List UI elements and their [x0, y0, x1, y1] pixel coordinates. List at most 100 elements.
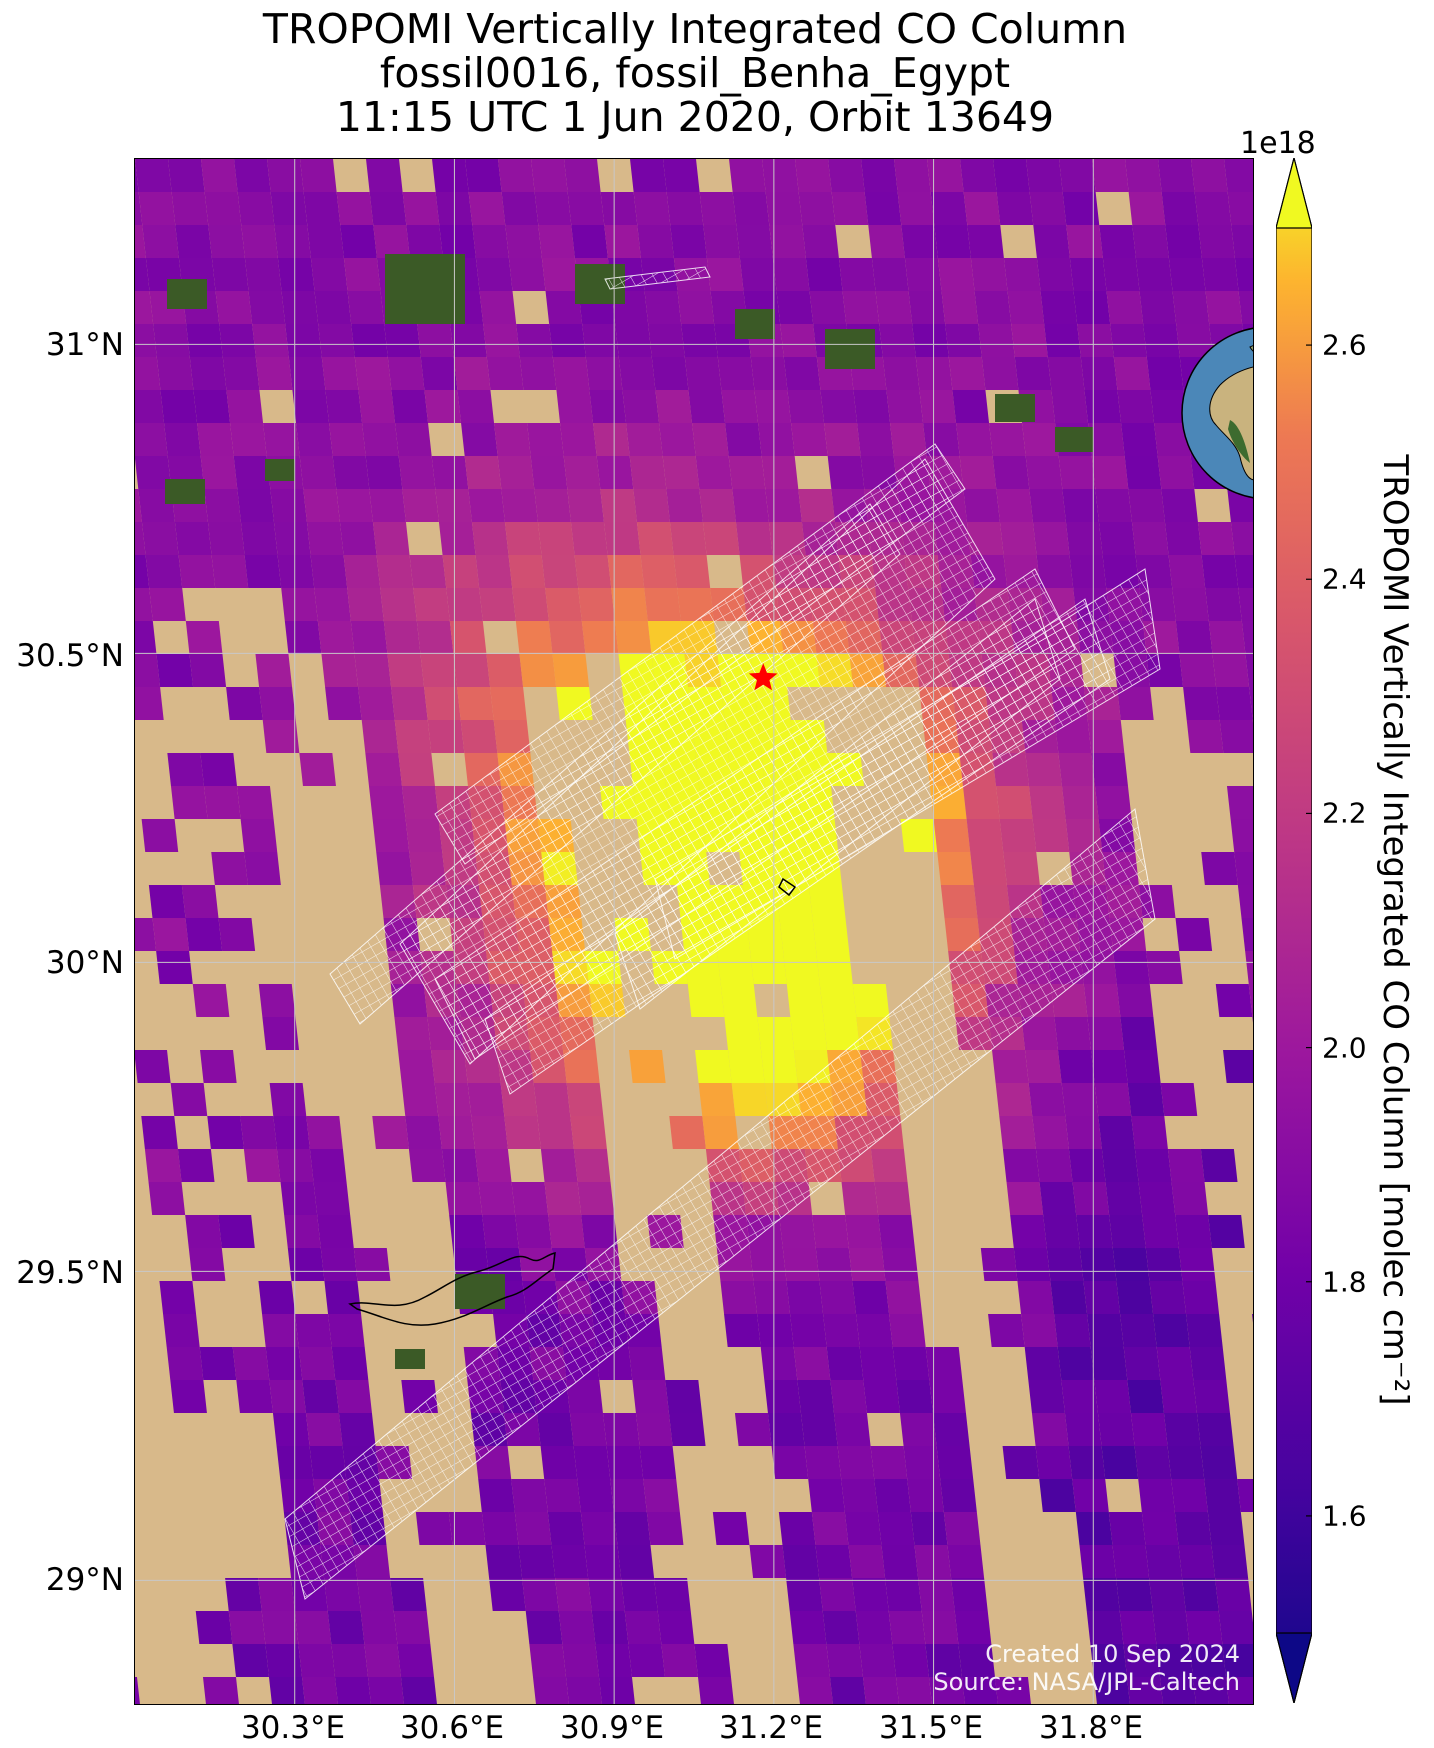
lon-tick-label: 30.6°E: [399, 1710, 505, 1746]
co-pixel: [1237, 885, 1253, 918]
co-pixel: [915, 357, 953, 390]
co-pixel: [580, 1512, 618, 1545]
colorbar-ticks: [1306, 344, 1312, 1517]
co-pixel: [549, 324, 586, 357]
co-pixel: [1216, 687, 1253, 720]
co-pixel: [1178, 1248, 1216, 1281]
co-pixel: [1191, 159, 1228, 192]
co-pixel: [200, 456, 238, 489]
co-pixel: [566, 1380, 603, 1413]
co-pixel: [637, 225, 674, 258]
map-canvas[interactable]: [135, 159, 1253, 1704]
co-pixel: [1186, 1314, 1223, 1347]
co-pixel: [483, 324, 520, 357]
co-pixel: [1079, 1545, 1117, 1578]
co-pixel: [1064, 1413, 1102, 1446]
co-pixel: [1095, 489, 1132, 522]
co-pixel: [170, 1380, 207, 1413]
co-pixel: [240, 522, 278, 555]
co-pixel: [530, 456, 568, 489]
co-pixel: [202, 1677, 239, 1704]
co-pixel: [812, 1215, 849, 1248]
co-pixel: [1234, 555, 1253, 588]
co-pixel: [478, 1182, 516, 1215]
co-pixel: [332, 456, 370, 489]
co-pixel: [1091, 1050, 1128, 1083]
co-pixel: [338, 1413, 376, 1446]
colorbar-tick-label: 2.6: [1322, 328, 1367, 362]
co-pixel: [1252, 1314, 1253, 1323]
co-pixel: [754, 390, 792, 423]
co-pixel: [138, 192, 176, 225]
co-pixel: [1182, 1281, 1220, 1314]
co-pixel: [405, 819, 443, 852]
co-pixel: [1172, 588, 1209, 621]
co-pixel: [1068, 1149, 1106, 1182]
co-pixel: [628, 1347, 666, 1380]
co-pixel: [720, 984, 758, 1017]
co-pixel: [301, 1677, 338, 1704]
co-pixel: [1189, 1347, 1227, 1380]
co-pixel: [515, 621, 553, 654]
title-line-1: TROPOMI Vertically Integrated CO Column: [262, 5, 1128, 53]
co-pixel: [236, 1380, 273, 1413]
co-pixel: [415, 1512, 453, 1545]
co-pixel: [706, 258, 744, 291]
co-pixel: [885, 1578, 922, 1611]
co-pixel: [314, 588, 351, 621]
map-panel[interactable]: [134, 158, 1254, 1705]
co-pixel: [868, 225, 905, 258]
co-pixel: [309, 1149, 347, 1182]
co-pixel: [793, 1644, 830, 1677]
co-pixel: [287, 1248, 325, 1281]
co-pixel: [1125, 159, 1162, 192]
co-pixel: [1093, 1677, 1130, 1704]
co-pixel: [294, 1611, 332, 1644]
co-pixel: [1058, 456, 1096, 489]
co-pixel: [1171, 1182, 1209, 1215]
co-pixel: [142, 225, 179, 258]
co-pixel: [875, 291, 913, 324]
co-pixel: [281, 291, 319, 324]
footprint-strip: [434, 443, 966, 865]
co-pixel: [963, 192, 1001, 225]
co-pixel: [362, 423, 399, 456]
co-pixel: [269, 1380, 306, 1413]
co-pixel: [226, 687, 263, 720]
co-pixel: [1044, 324, 1081, 357]
co-pixel: [529, 1644, 566, 1677]
co-pixel: [945, 324, 982, 357]
co-pixel: [540, 1446, 578, 1479]
co-pixel: [237, 192, 275, 225]
co-pixel: [478, 1479, 515, 1512]
co-pixel: [673, 555, 711, 588]
lake-qarun-outline: [348, 1252, 556, 1326]
co-pixel: [761, 456, 799, 489]
co-pixel: [267, 159, 304, 192]
co-pixel: [852, 984, 890, 1017]
co-pixel: [728, 456, 766, 489]
co-pixel: [1159, 1677, 1196, 1704]
co-pixel: [1033, 225, 1070, 258]
co-pixel: [280, 1182, 318, 1215]
co-pixel: [420, 357, 458, 390]
co-pixel: [1201, 555, 1239, 588]
co-pixel: [604, 225, 641, 258]
co-pixel: [640, 555, 678, 588]
co-pixel: [1069, 258, 1107, 291]
co-pixel: [204, 489, 241, 522]
co-pixel: [144, 1149, 182, 1182]
co-pixel: [581, 621, 619, 654]
co-pixel: [936, 1446, 974, 1479]
co-pixel: [516, 324, 553, 357]
co-pixel: [822, 1611, 860, 1644]
co-pixel: [750, 951, 787, 984]
co-pixel: [534, 489, 571, 522]
co-pixel: [811, 1512, 849, 1545]
co-pixel: [1205, 588, 1242, 621]
co-pixel: [695, 456, 733, 489]
co-pixel: [1179, 654, 1217, 687]
co-pixel: [1087, 1017, 1125, 1050]
co-pixel: [828, 159, 865, 192]
co-pixel: [720, 1281, 758, 1314]
